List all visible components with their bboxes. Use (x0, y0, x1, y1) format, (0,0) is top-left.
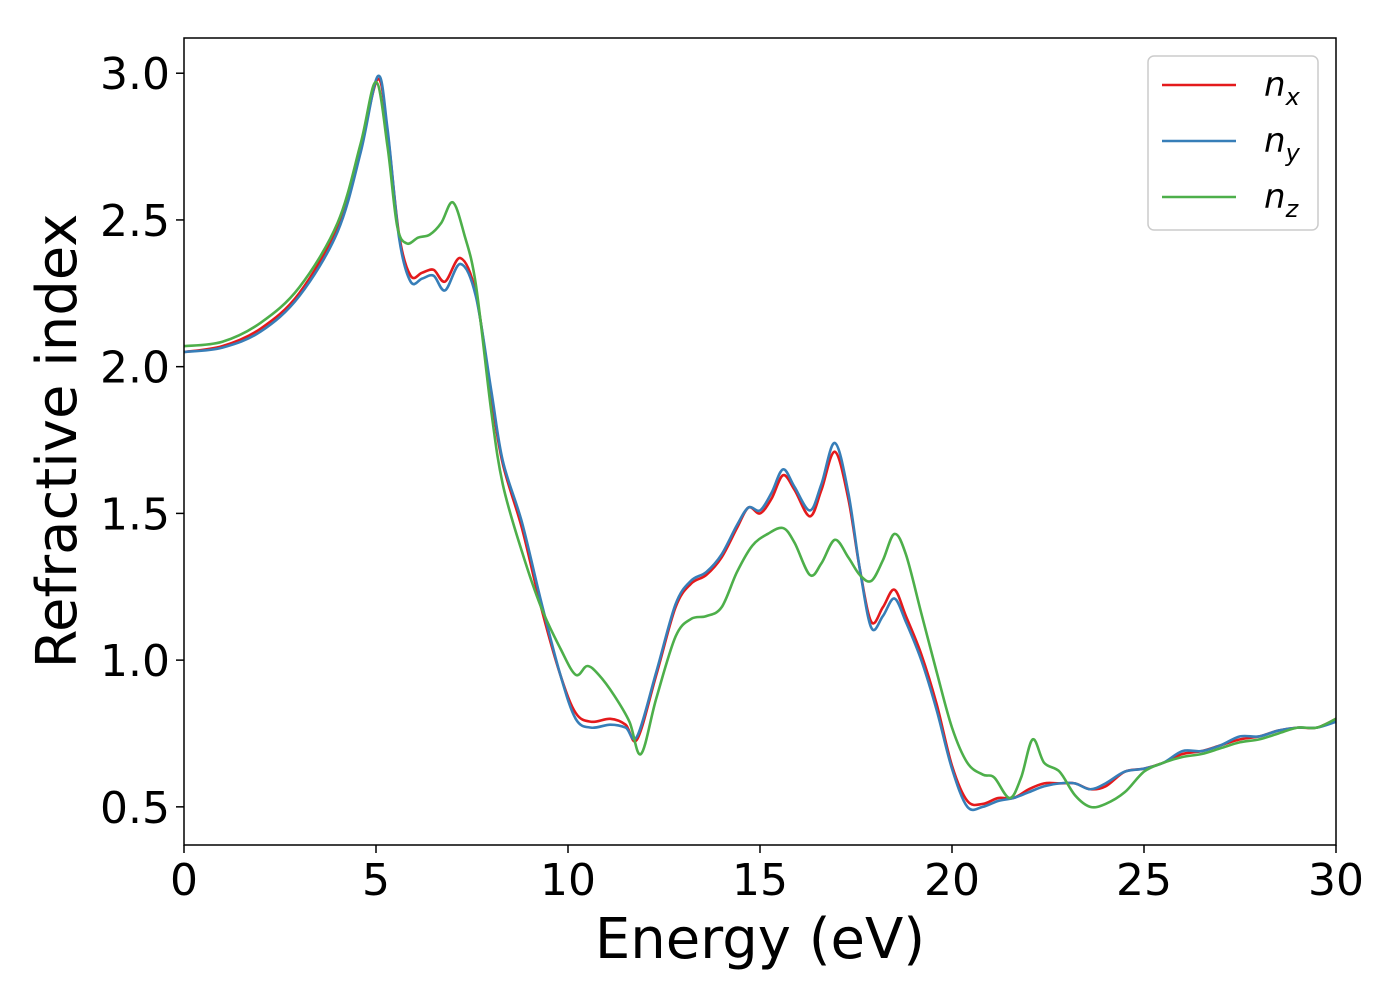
series-line-n_z (183, 80, 1337, 809)
x-axis-label: Energy (eV) (595, 907, 925, 972)
y-tick-label: 2.5 (100, 196, 170, 247)
series-line-n_x (183, 77, 1337, 807)
y-axis-label: Refractive index (25, 214, 90, 669)
series-line-n_y (183, 74, 1337, 812)
x-axis: 0 5 10 15 20 25 30 (170, 845, 1364, 906)
y-tick-label: 0.5 (100, 783, 170, 834)
x-tick-label: 0 (170, 855, 198, 906)
x-tick-label: 5 (362, 855, 390, 906)
y-tick-label: 1.5 (100, 489, 170, 540)
y-tick-label: 3.0 (100, 49, 170, 100)
x-tick-label: 30 (1308, 855, 1364, 906)
x-tick-label: 10 (540, 855, 596, 906)
series-layer (183, 74, 1337, 812)
y-axis: 0.5 1.0 1.5 2.0 2.5 3.0 (100, 49, 184, 834)
x-tick-label: 15 (732, 855, 788, 906)
x-tick-label: 20 (924, 855, 980, 906)
plot-area (184, 38, 1336, 845)
legend-box (1147, 55, 1319, 231)
y-tick-label: 1.0 (100, 636, 170, 687)
x-tick-label: 25 (1116, 855, 1172, 906)
y-tick-label: 2.0 (100, 343, 170, 394)
